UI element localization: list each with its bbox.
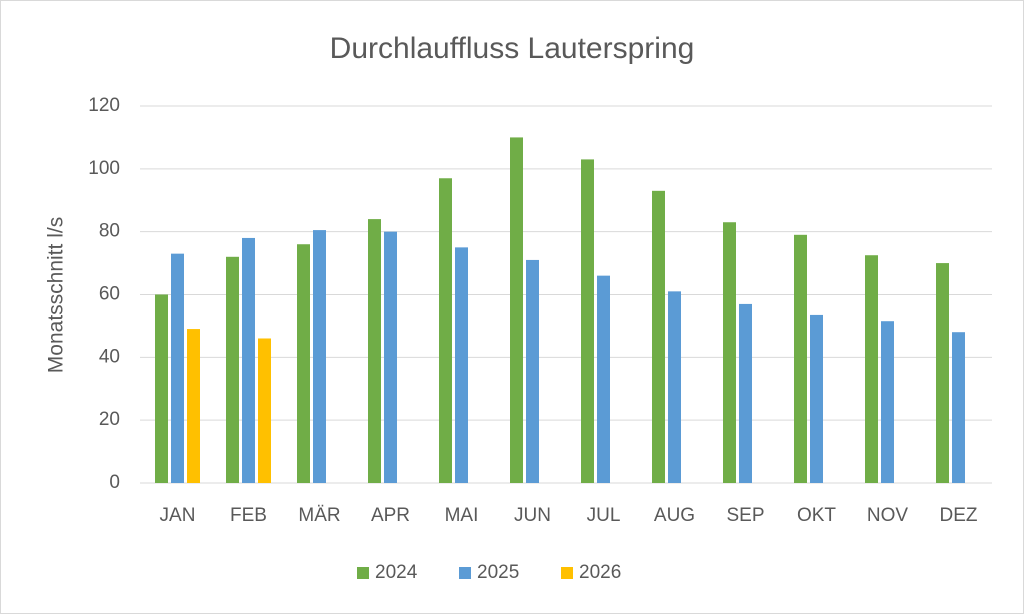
x-tick-label: JUL: [587, 505, 621, 526]
y-tick-label: 80: [99, 221, 120, 242]
bar: [155, 294, 168, 483]
legend-swatch: [357, 567, 369, 579]
y-tick-label: 20: [99, 409, 120, 430]
bar: [723, 222, 736, 483]
bar: [581, 159, 594, 484]
y-tick-label: 120: [88, 95, 120, 116]
bar: [881, 321, 894, 483]
legend-label: 2024: [375, 562, 418, 583]
y-axis-label: Monatsschnitt l/s: [45, 217, 68, 373]
bar: [297, 244, 310, 483]
x-tick-label: DEZ: [940, 505, 978, 526]
chart-title: Durchlauffluss Lauterspring: [330, 32, 695, 65]
bar: [810, 314, 823, 483]
bar: [526, 259, 539, 483]
x-tick-label: AUG: [654, 505, 695, 526]
legend-label: 2026: [579, 562, 621, 583]
x-tick-label: MÄR: [298, 505, 340, 526]
bar: [226, 256, 239, 483]
bar: [313, 230, 326, 483]
x-tick-label: MAI: [445, 505, 479, 526]
x-tick-label: NOV: [867, 505, 909, 526]
legend-swatch: [459, 567, 471, 579]
bar: [597, 275, 610, 483]
bar: [368, 219, 381, 483]
x-tick-label: FEB: [230, 505, 267, 526]
x-tick-label: SEP: [726, 505, 764, 526]
y-tick-label: 60: [99, 284, 120, 305]
x-tick-label: JAN: [160, 505, 196, 526]
bar: [187, 329, 200, 483]
bar: [258, 338, 271, 483]
bar: [384, 231, 397, 483]
bar: [865, 255, 878, 483]
bar: [455, 247, 468, 483]
x-tick-label: APR: [371, 505, 410, 526]
y-tick-label: 0: [109, 472, 120, 493]
bar: [668, 291, 681, 483]
legend-label: 2025: [477, 562, 519, 583]
bar: [952, 332, 965, 483]
x-tick-label: OKT: [797, 505, 836, 526]
bar: [242, 237, 255, 483]
bar: [171, 253, 184, 483]
legend-swatch: [561, 567, 573, 579]
bar: [739, 303, 752, 483]
y-tick-label: 100: [88, 158, 120, 179]
y-tick-label: 40: [99, 346, 120, 367]
bar: [794, 234, 807, 483]
bar: [510, 137, 523, 483]
bar: [652, 190, 665, 483]
bar: [439, 178, 452, 483]
bar: [936, 263, 949, 483]
x-tick-label: JUN: [514, 505, 551, 526]
